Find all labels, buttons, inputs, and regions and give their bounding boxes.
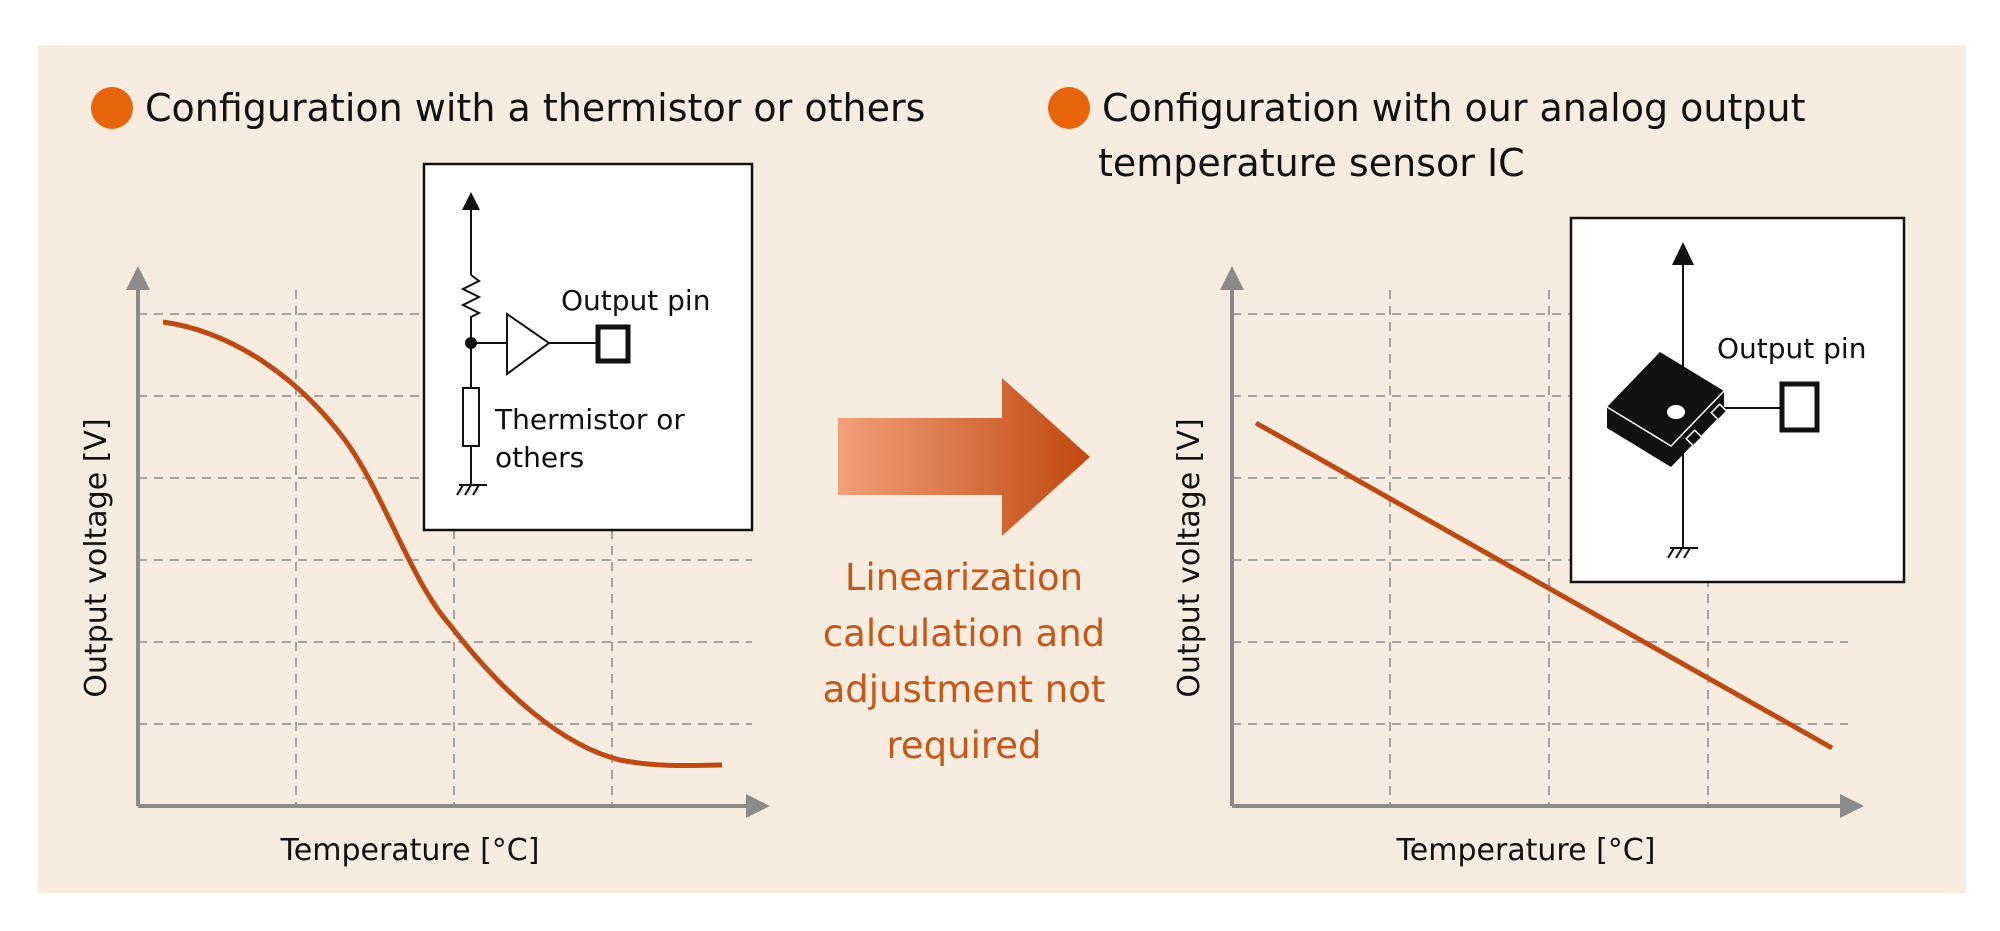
right-ground-hatch-2	[1675, 547, 1683, 559]
ic-chip-left-face	[1607, 407, 1671, 467]
left-output-pin-label: Output pin	[561, 284, 710, 317]
right-linear-line	[1254, 420, 1834, 751]
left-ground-hatch-3	[472, 484, 480, 496]
left-supply-arrow-icon	[462, 192, 480, 210]
left-resistor-icon	[460, 274, 482, 343]
right-ground-icon	[1667, 547, 1698, 559]
left-circuit-inset: Output pin Thermistor or others	[422, 162, 754, 532]
ic-chip-icon	[1606, 352, 1728, 467]
left-heading: Configuration with a thermistor or other…	[145, 86, 925, 130]
right-output-pin-icon	[1779, 381, 1820, 433]
right-ground-hatch-3	[1683, 547, 1691, 559]
right-panel: Configuration with our analog output tem…	[1048, 86, 1906, 868]
right-arrow-icon	[838, 378, 1090, 536]
right-bullet-icon	[1048, 87, 1090, 129]
right-ground-hatch-1	[1667, 547, 1675, 559]
middle-note-line-3: adjustment not	[823, 668, 1106, 711]
right-output-pin-label: Output pin	[1717, 332, 1866, 365]
right-x-axis-label: Temperature [°C]	[1396, 833, 1656, 868]
left-thermistor-label-2: others	[495, 441, 584, 474]
ic-chip-lead-2	[1685, 429, 1703, 447]
middle-note-line-1: Linearization	[845, 556, 1083, 599]
left-thermistor-label-1: Thermistor or	[494, 403, 685, 436]
left-ground-hatch-1	[456, 484, 464, 496]
left-bullet-icon	[91, 87, 133, 129]
ic-chip-right-face	[1671, 391, 1724, 467]
left-x-axis-label: Temperature [°C]	[280, 833, 540, 868]
ic-chip-lead-1	[1710, 403, 1728, 421]
left-ground-icon	[456, 484, 487, 496]
middle-note-line-2: calculation and	[823, 612, 1105, 655]
left-y-axis-label: Output voltage [V]	[79, 418, 114, 697]
left-panel: Configuration with a thermistor or other…	[79, 86, 925, 868]
right-supply-arrow-icon	[1672, 242, 1694, 265]
left-thermistor-icon	[462, 387, 480, 447]
middle-section: Linearization calculation and adjustment…	[823, 378, 1106, 767]
middle-note-line-4: required	[886, 724, 1041, 767]
left-output-pin-icon	[595, 324, 631, 364]
left-buffer-amp-icon	[506, 312, 551, 376]
ic-chip-top	[1607, 352, 1724, 446]
right-y-axis-label: Output voltage [V]	[1172, 418, 1207, 697]
left-inset-box	[422, 162, 754, 532]
ic-chip-top-edge	[1606, 390, 1725, 447]
right-ic-inset: Output pin	[1569, 216, 1906, 584]
left-nonlinear-curve	[162, 319, 723, 769]
left-ground-hatch-2	[464, 484, 472, 496]
right-heading-line-1: Configuration with our analog output	[1102, 86, 1806, 130]
right-heading-line-2: temperature sensor IC	[1098, 141, 1525, 185]
ic-chip-pin1-dot	[1667, 405, 1685, 419]
